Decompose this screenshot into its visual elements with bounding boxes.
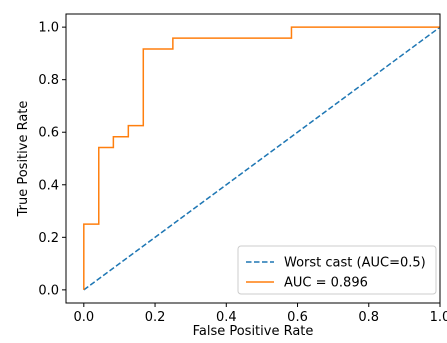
legend-box xyxy=(237,245,437,295)
legend-label-auc: AUC = 0.896 xyxy=(284,276,368,291)
x-tick-label: 1.0 xyxy=(430,310,447,325)
x-tick-label: 0.2 xyxy=(145,310,166,325)
y-tick-label: 0.6 xyxy=(38,126,59,141)
x-tick-label: 0.8 xyxy=(358,310,379,325)
x-tick-label: 0.0 xyxy=(73,310,94,325)
legend-label-worst-case: Worst cast (AUC=0.5) xyxy=(284,256,426,271)
plot-area xyxy=(83,26,441,291)
series-line-worst-case xyxy=(83,26,441,291)
x-tick-label: 0.4 xyxy=(216,310,237,325)
y-tick-label: 0.8 xyxy=(38,73,59,88)
y-tick-label: 0.2 xyxy=(38,231,59,246)
axes-frame xyxy=(65,13,441,304)
x-axis-title: False Positive Rate xyxy=(193,324,314,339)
series-line-roc xyxy=(83,26,440,290)
legend: Worst cast (AUC=0.5) AUC = 0.896 xyxy=(237,245,437,295)
y-tick-label: 0.0 xyxy=(38,283,59,298)
y-axis-ticks: 0.0 0.2 0.4 0.6 0.8 1.0 xyxy=(38,21,66,298)
y-tick-label: 0.4 xyxy=(38,178,59,193)
y-tick-label: 1.0 xyxy=(38,21,59,36)
y-axis-title: True Positive Rate xyxy=(16,101,31,218)
x-tick-label: 0.6 xyxy=(287,310,308,325)
x-axis-ticks: 0.0 0.2 0.4 0.6 0.8 1.0 xyxy=(73,303,447,325)
